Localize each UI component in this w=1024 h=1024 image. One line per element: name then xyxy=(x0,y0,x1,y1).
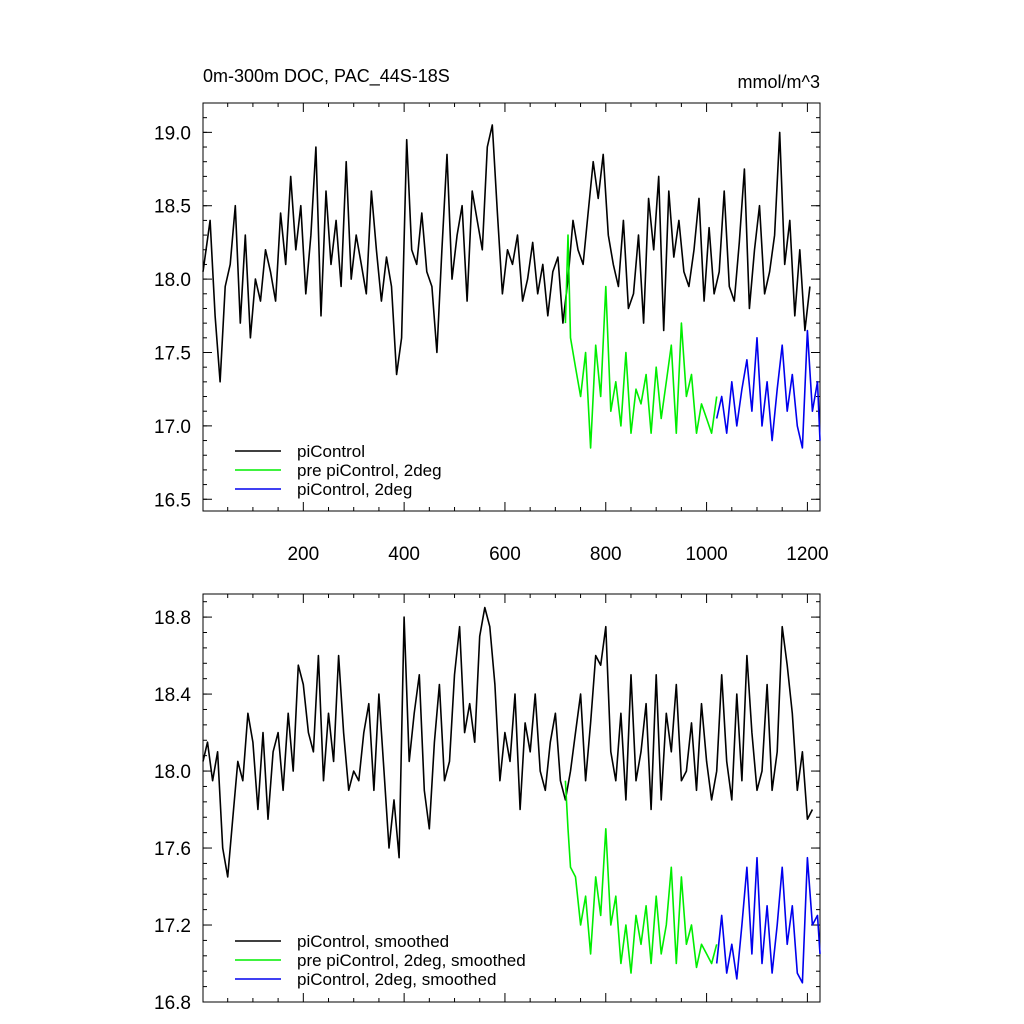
x-tick-label: 200 xyxy=(287,544,319,565)
x-tick-label: 600 xyxy=(489,544,521,565)
x-tick-label: 400 xyxy=(388,544,420,565)
series-line-2 xyxy=(564,780,718,974)
y-tick-label: 18.5 xyxy=(154,197,191,218)
y-tick-label: 17.6 xyxy=(154,839,191,860)
series-line-1 xyxy=(202,124,811,383)
y-tick-label: 19.0 xyxy=(154,123,191,144)
y-tick-label: 16.8 xyxy=(154,993,191,1014)
y-tick-label: 17.2 xyxy=(154,916,191,937)
y-tick-label: 17.0 xyxy=(154,417,191,438)
y-tick-label: 18.8 xyxy=(154,608,191,629)
legend-label: pre piControl, 2deg, smoothed xyxy=(297,951,526,970)
legend-label: piControl, 2deg xyxy=(297,480,412,499)
y-tick-label: 18.4 xyxy=(154,685,191,706)
series-line-3 xyxy=(715,329,821,449)
plot-frame xyxy=(202,102,821,512)
y-tick-label: 18.0 xyxy=(154,762,191,783)
legend-label: pre piControl, 2deg xyxy=(297,461,442,480)
y-tick-label: 17.5 xyxy=(154,343,191,364)
x-tick-label: 800 xyxy=(590,544,622,565)
top-panel: 16.5 17.0 17.5 18.0 18.5 19.0 200 400 600 800 1000… xyxy=(154,102,829,565)
legend-label: piControl, smoothed xyxy=(297,932,449,951)
x-tick-label: 1200 xyxy=(786,544,828,565)
y-tick-label: 16.5 xyxy=(154,490,191,511)
plot-frame xyxy=(202,593,821,1003)
units-label: mmol/m^3 xyxy=(738,72,820,92)
x-tick-label: 1000 xyxy=(685,544,727,565)
chart-title: 0m-300m DOC, PAC_44S-18S xyxy=(203,66,450,87)
legend-label: piControl, 2deg, smoothed xyxy=(297,970,496,989)
bottom-panel: 16.8 17.2 17.6 18.0 18.4 18.8 piControl, smoot… xyxy=(154,593,821,1014)
series-line-3 xyxy=(715,856,821,984)
series-line-2 xyxy=(564,234,718,449)
legend-label: piControl xyxy=(297,442,365,461)
y-tick-label: 18.0 xyxy=(154,270,191,291)
series-line-1 xyxy=(202,606,814,878)
